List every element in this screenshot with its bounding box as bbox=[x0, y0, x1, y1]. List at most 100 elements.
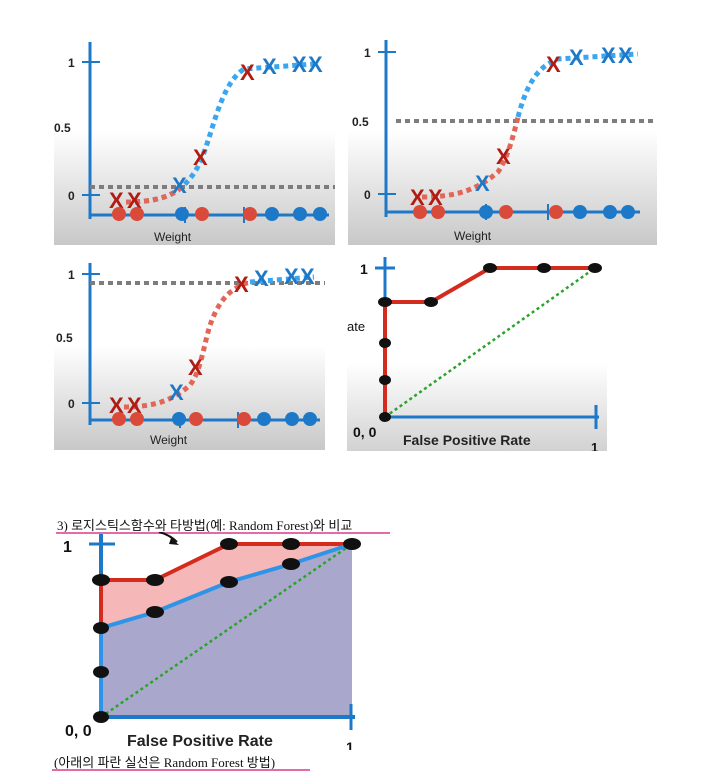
marker-x: X bbox=[127, 188, 142, 213]
y-tick-label-1: 1 bbox=[68, 56, 75, 70]
data-point bbox=[175, 207, 189, 221]
y-tick-label-1: 1 bbox=[68, 268, 75, 282]
data-point bbox=[285, 412, 299, 426]
x-axis-label: Weight bbox=[150, 433, 188, 447]
roc-curve bbox=[383, 266, 595, 417]
note-underline bbox=[52, 769, 310, 771]
roc-point bbox=[282, 558, 300, 570]
data-point bbox=[573, 205, 587, 219]
roc-point bbox=[93, 666, 109, 678]
roc-point bbox=[378, 297, 392, 307]
panel-background bbox=[54, 37, 335, 245]
roc-point bbox=[588, 263, 602, 273]
y-tick-label-0: 0 bbox=[68, 397, 75, 411]
logistic-panel-threshold-low: 1 0.5 0 X X X X X X X X Weight bbox=[54, 37, 335, 245]
marker-x: X bbox=[292, 52, 307, 77]
data-point bbox=[195, 207, 209, 221]
origin-label: 0, 0 bbox=[65, 723, 92, 740]
marker-x: X bbox=[188, 355, 203, 380]
marker-x: X bbox=[240, 60, 255, 85]
marker-x: X bbox=[234, 272, 249, 297]
roc-point bbox=[220, 538, 238, 550]
data-point bbox=[549, 205, 563, 219]
x-tick-label-1: 1 bbox=[591, 440, 598, 451]
data-point bbox=[189, 412, 203, 426]
y-tick-label-0: 0 bbox=[68, 189, 75, 203]
marker-x: X bbox=[254, 266, 269, 291]
y-tick-label-05: 0.5 bbox=[54, 121, 71, 135]
x-axis-label: False Positive Rate bbox=[127, 733, 273, 750]
logistic-curve-lower bbox=[125, 183, 186, 205]
y-axis-label-fragment: ate bbox=[347, 319, 365, 334]
marker-x: X bbox=[569, 45, 584, 70]
marker-x: X bbox=[475, 171, 490, 196]
marker-x: X bbox=[284, 264, 299, 289]
heading-underline bbox=[56, 532, 390, 534]
y-tick-label-05: 0.5 bbox=[352, 115, 369, 129]
annotation-arrow bbox=[158, 532, 178, 543]
marker-x: X bbox=[193, 145, 208, 170]
roc-point bbox=[146, 574, 164, 586]
roc-point bbox=[282, 538, 300, 550]
roc-comparison-panel: 1 0, 0 False Positive Rate 1 bbox=[55, 532, 365, 750]
marker-x: X bbox=[308, 52, 323, 77]
roc-point bbox=[424, 297, 438, 307]
data-point bbox=[257, 412, 271, 426]
roc-point bbox=[483, 263, 497, 273]
data-point bbox=[293, 207, 307, 221]
data-point bbox=[130, 207, 144, 221]
logistic-curve-upper bbox=[249, 274, 315, 285]
marker-x: X bbox=[109, 188, 124, 213]
roc-point bbox=[93, 711, 109, 723]
roc-point bbox=[343, 538, 361, 550]
data-point bbox=[621, 205, 635, 219]
roc-point bbox=[379, 375, 391, 385]
data-point bbox=[431, 205, 445, 219]
origin-label: 0, 0 bbox=[353, 424, 377, 440]
marker-x: X bbox=[546, 52, 561, 77]
marker-x: X bbox=[127, 393, 142, 418]
logistic-panel-threshold-mid: 1 0.5 0 X X X X X X X X Weight bbox=[348, 37, 657, 245]
data-point bbox=[313, 207, 327, 221]
y-tick-label-1: 1 bbox=[360, 261, 368, 277]
roc-point bbox=[537, 263, 551, 273]
roc-point bbox=[146, 606, 164, 618]
y-tick-label-1: 1 bbox=[364, 46, 371, 60]
marker-x: X bbox=[410, 185, 425, 210]
marker-x: X bbox=[262, 54, 277, 79]
data-point bbox=[112, 412, 126, 426]
comparison-note: (아래의 파란 실선은 Random Forest 방법) bbox=[54, 755, 276, 770]
random-baseline bbox=[100, 542, 353, 719]
marker-x: X bbox=[601, 43, 616, 68]
data-point bbox=[243, 207, 257, 221]
data-point bbox=[303, 412, 317, 426]
arrow-head-icon bbox=[169, 538, 179, 545]
data-point bbox=[112, 207, 126, 221]
data-point bbox=[237, 412, 251, 426]
data-point bbox=[265, 207, 279, 221]
marker-x: X bbox=[428, 185, 443, 210]
logistic-curve-lower bbox=[123, 279, 251, 410]
x-axis-label: Weight bbox=[454, 229, 492, 243]
logistic-curve-upper bbox=[515, 51, 639, 118]
marker-x: X bbox=[618, 43, 633, 68]
marker-x: X bbox=[109, 393, 124, 418]
roc-point bbox=[92, 574, 110, 586]
random-baseline bbox=[384, 266, 596, 419]
marker-x: X bbox=[169, 380, 184, 405]
data-point bbox=[130, 412, 144, 426]
data-point bbox=[479, 205, 493, 219]
y-tick-label-0: 0 bbox=[364, 188, 371, 202]
random-forest-roc-curve bbox=[99, 542, 353, 717]
logistic-roc-curve bbox=[99, 542, 352, 717]
data-point bbox=[172, 412, 186, 426]
y-tick-label-1: 1 bbox=[63, 539, 72, 556]
data-point bbox=[413, 205, 427, 219]
data-point bbox=[499, 205, 513, 219]
x-tick-label-1: 1 bbox=[346, 739, 354, 750]
y-tick-label-05: 0.5 bbox=[56, 331, 73, 345]
roc-point bbox=[379, 338, 391, 348]
roc-point bbox=[379, 412, 391, 422]
logistic-panel-threshold-high: 1 0.5 0 X X X X X X X X Weight bbox=[54, 260, 325, 450]
x-axis-label: False Positive Rate bbox=[403, 432, 531, 448]
